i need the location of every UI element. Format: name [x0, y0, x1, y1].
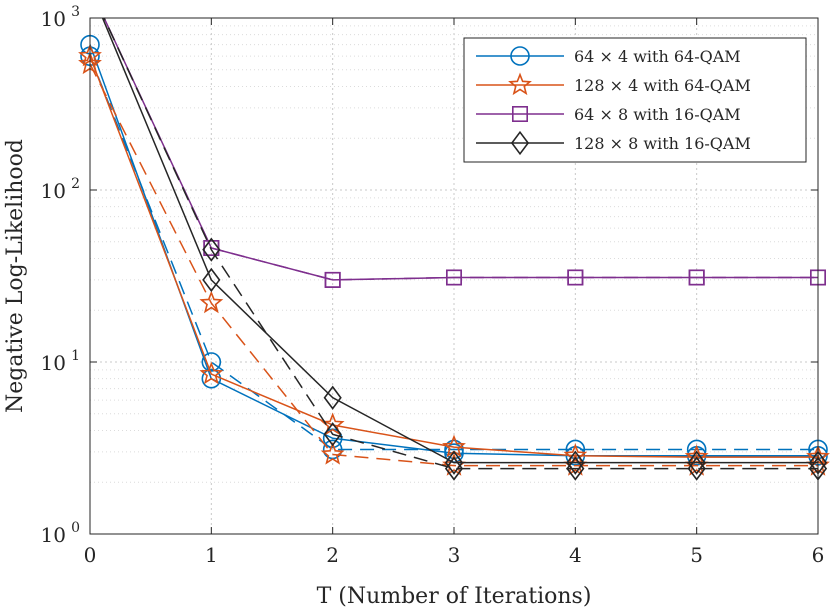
legend-marker-3	[510, 130, 530, 156]
legend-marker-2	[511, 106, 528, 123]
legend-label-2: 64 × 8 with 16-QAM	[574, 105, 741, 124]
series-3-solid-marker-4	[566, 450, 585, 475]
series-group	[78, 18, 830, 481]
y-tick-exp-3: 3	[71, 4, 80, 20]
axis-ticks: 0 1 2 3 4 5 6 10 0 10 1 10 2 10 3	[41, 4, 825, 567]
y-tick-label-3: 10	[41, 7, 66, 31]
legend-marker-1	[508, 72, 532, 96]
series-0-dashed-marker-1	[201, 352, 222, 372]
series-2-solid-marker-5	[688, 269, 705, 286]
series-1-dashed-marker-2	[320, 441, 345, 465]
y-tick-exp-0: 0	[71, 520, 80, 536]
legend: 64 × 4 with 64-QAM 128 × 4 with 64-QAM 64 …	[463, 37, 807, 163]
x-tick-label-5: 5	[690, 543, 703, 567]
y-tick-label-2: 10	[41, 179, 66, 203]
series-2-solid-marker-3	[445, 269, 462, 286]
legend-label-0: 64 × 4 with 64-QAM	[574, 47, 741, 66]
x-tick-label-6: 6	[812, 543, 825, 567]
series-0-dashed-line	[90, 55, 818, 451]
series-3-solid-line	[101, 18, 818, 464]
series-2-solid-marker-4	[567, 269, 584, 286]
legend-label-1: 128 × 4 with 64-QAM	[574, 76, 751, 95]
x-axis-label: T (Number of Iterations)	[317, 584, 592, 609]
series-2-solid-marker-2	[324, 271, 341, 288]
legend-marker-0	[510, 46, 530, 66]
y-axis-label: Negative Log-Likelihood	[3, 139, 28, 413]
series-3-dashed-line	[103, 18, 818, 470]
series-3	[101, 18, 828, 481]
series-3-solid-marker-3	[444, 450, 464, 475]
x-tick-label-0: 0	[84, 543, 97, 567]
series-3-solid-marker-5	[687, 450, 706, 475]
series-3-dashed-marker-2	[323, 422, 342, 447]
y-tick-exp-1: 1	[71, 348, 80, 364]
y-tick-exp-2: 2	[71, 176, 80, 192]
series-3-lines	[101, 18, 818, 470]
series-3-solid-marker-1	[202, 267, 221, 293]
series-3-dashed-marker-1	[202, 237, 221, 262]
series-3-solid-marker-2	[323, 385, 342, 410]
series-1-solid-marker-4	[563, 443, 588, 466]
legend-label-3: 128 × 8 with 16-QAM	[574, 134, 751, 153]
x-tick-label-3: 3	[448, 543, 461, 567]
x-tick-label-2: 2	[326, 543, 339, 567]
series-1-solid-marker-5	[684, 444, 709, 468]
x-tick-label-4: 4	[569, 543, 582, 567]
series-1-solid-marker-1	[199, 361, 224, 385]
legend-box	[463, 37, 807, 163]
x-tick-label-1: 1	[205, 543, 218, 567]
series-1-dashed-marker-1	[199, 290, 224, 314]
y-tick-label-0: 10	[41, 523, 66, 547]
series-1-dashed-line	[90, 63, 818, 467]
y-tick-label-1: 10	[41, 351, 66, 375]
